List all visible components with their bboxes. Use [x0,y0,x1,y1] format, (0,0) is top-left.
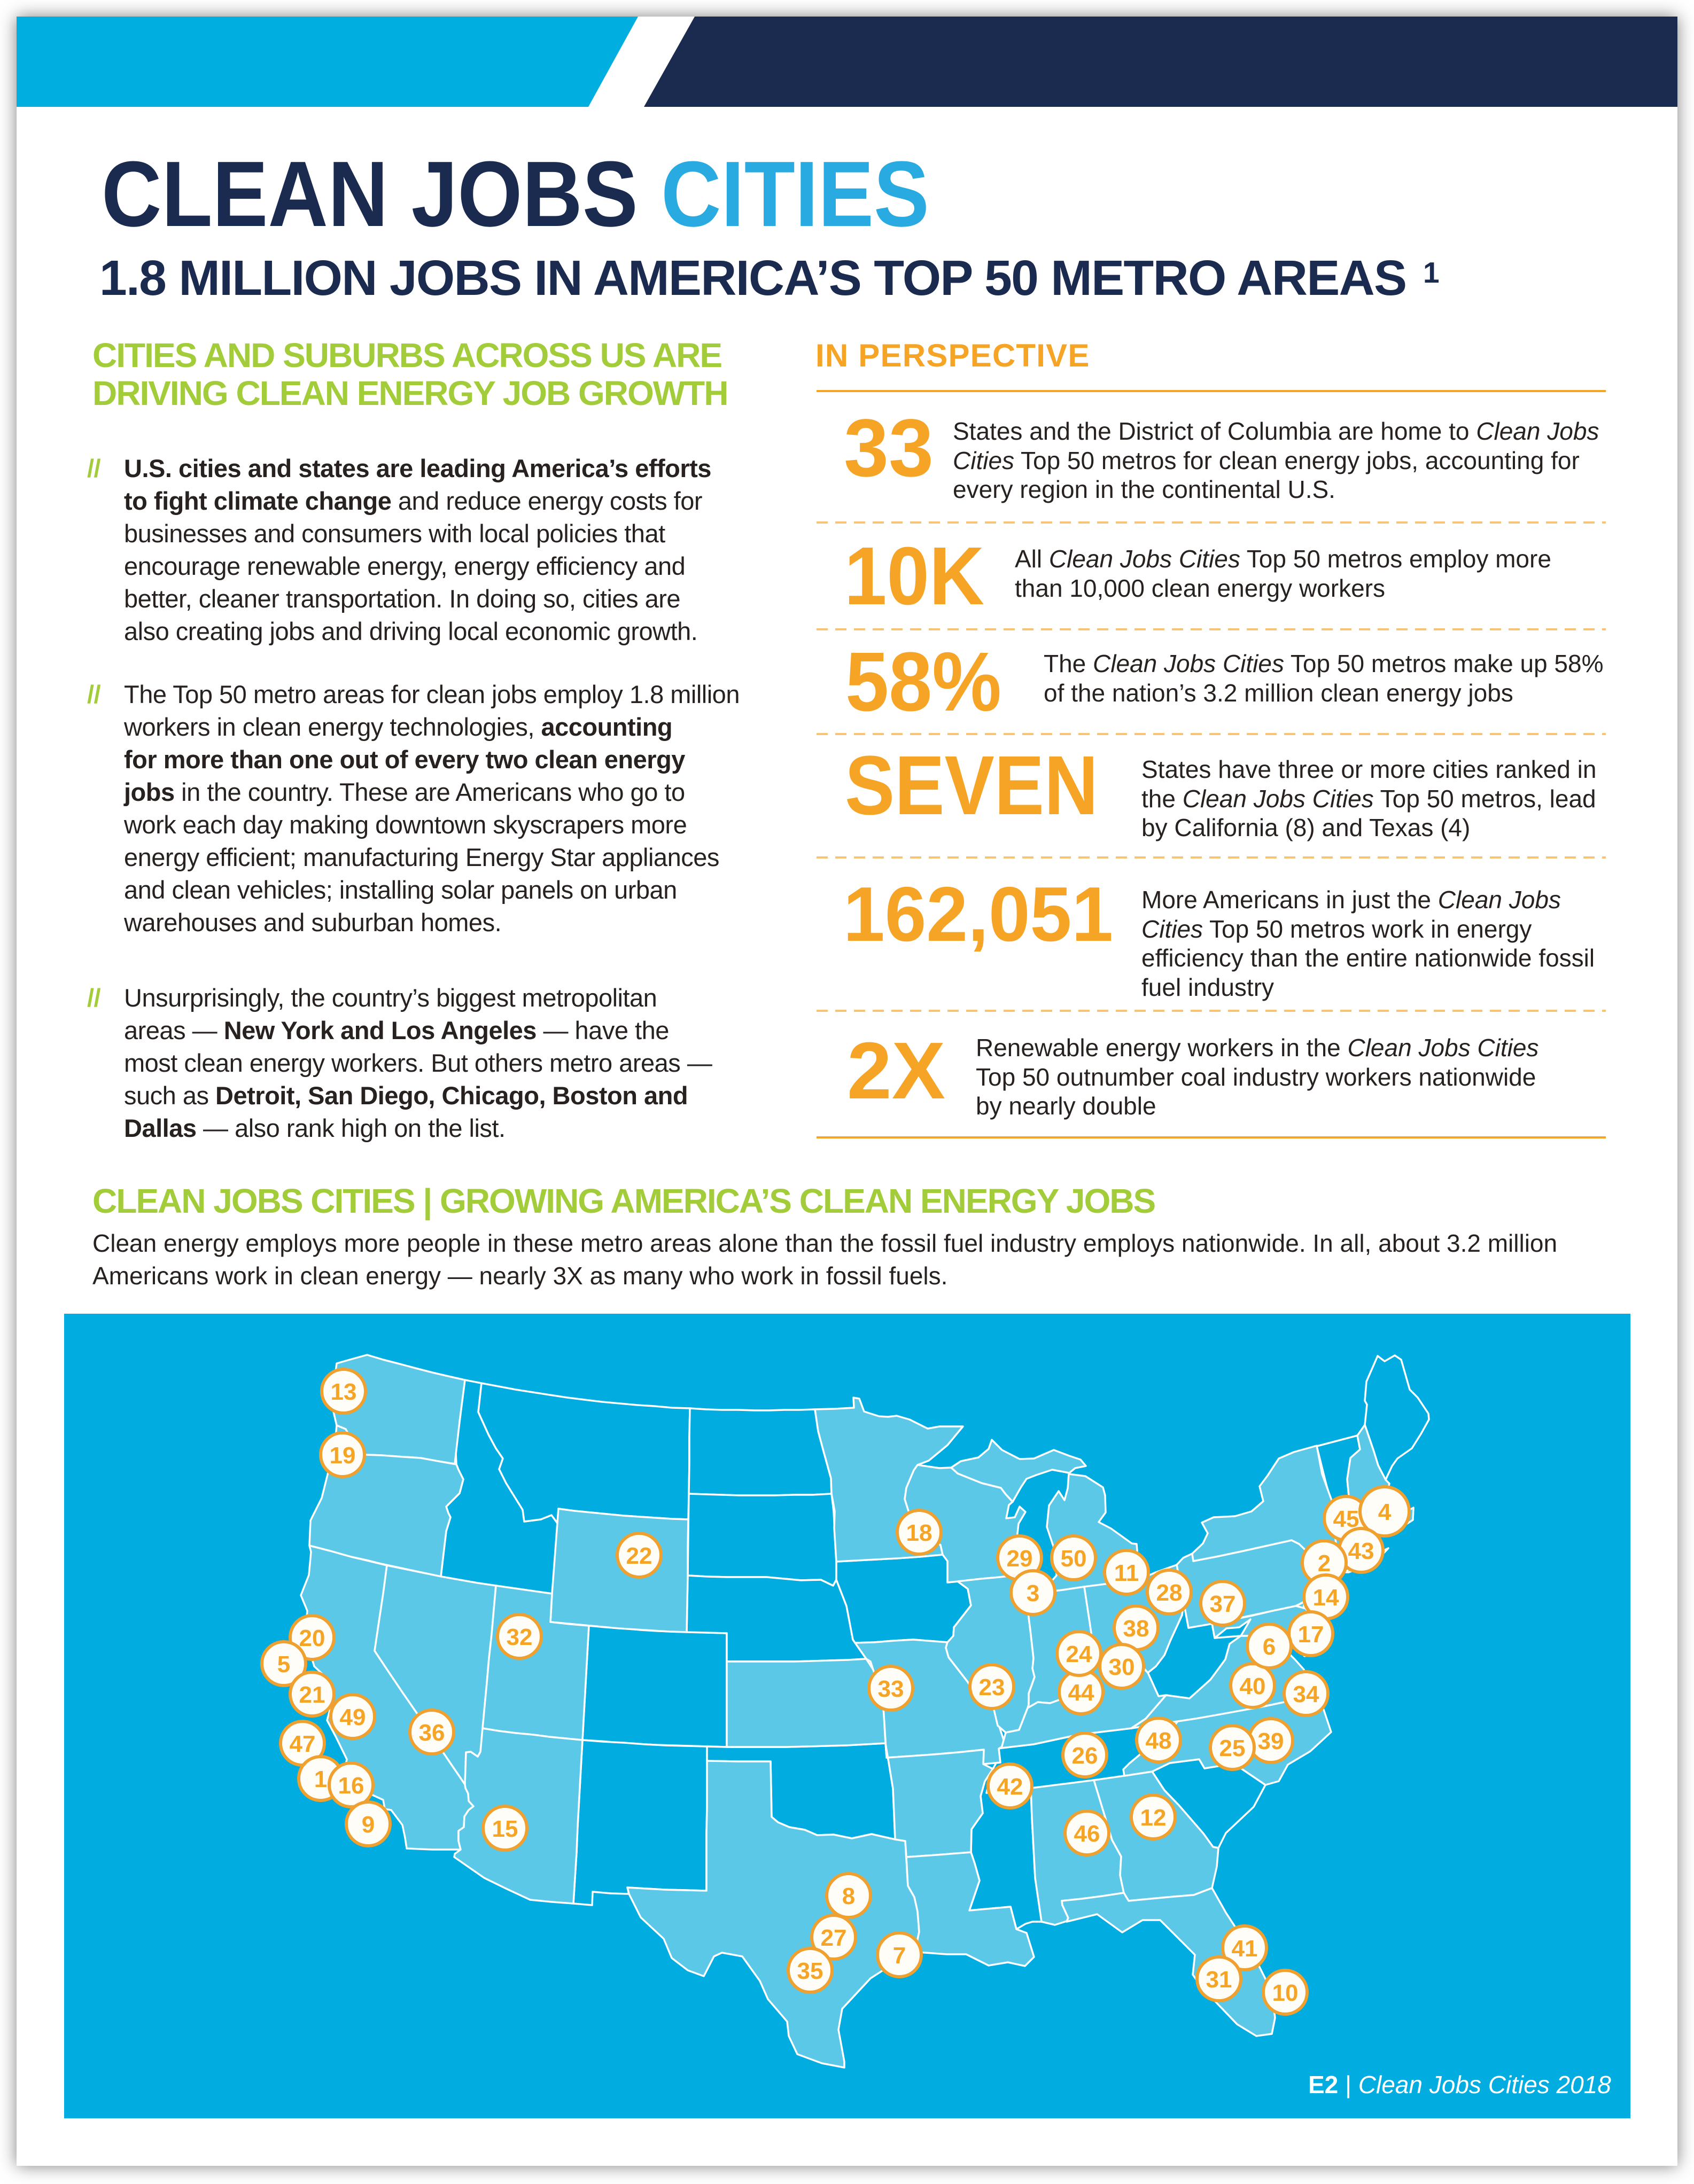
svg-text:41: 41 [1232,1936,1258,1962]
svg-text:47: 47 [290,1731,316,1757]
svg-text:8: 8 [842,1883,855,1909]
svg-text:32: 32 [507,1624,533,1650]
svg-text:18: 18 [906,1520,933,1546]
svg-text:38: 38 [1123,1616,1149,1642]
svg-text:13: 13 [331,1379,357,1405]
svg-text:29: 29 [1007,1546,1033,1572]
svg-text:24: 24 [1066,1641,1092,1667]
svg-text:12: 12 [1140,1805,1167,1831]
svg-text:16: 16 [338,1773,364,1799]
svg-text:6: 6 [1263,1634,1276,1660]
svg-text:5: 5 [277,1651,290,1678]
svg-text:46: 46 [1074,1821,1100,1847]
svg-text:3: 3 [1027,1580,1039,1606]
svg-text:20: 20 [299,1625,325,1651]
svg-text:SEVEN: SEVEN [845,739,1098,825]
svg-text:2: 2 [1318,1550,1331,1577]
svg-text:E2 | Clean Jobs Cities 2018: E2 | Clean Jobs Cities 2018 [1308,2071,1611,2099]
svg-text:42: 42 [997,1774,1023,1800]
svg-text:36: 36 [419,1720,445,1746]
svg-text:17: 17 [1298,1621,1324,1648]
svg-text:28: 28 [1156,1580,1183,1606]
svg-text:11: 11 [1114,1560,1139,1586]
svg-text:43: 43 [1348,1538,1374,1564]
svg-text:34: 34 [1293,1681,1319,1707]
svg-text:58%: 58% [845,636,1001,721]
svg-text:162,051: 162,051 [843,871,1113,951]
svg-text:33: 33 [844,402,934,487]
svg-text:33: 33 [878,1676,904,1702]
svg-text:1: 1 [314,1766,327,1792]
svg-text:39: 39 [1258,1728,1284,1754]
svg-text:25: 25 [1219,1735,1246,1761]
svg-text:14: 14 [1313,1585,1339,1611]
svg-text:23: 23 [979,1674,1005,1701]
svg-text:40: 40 [1240,1673,1266,1699]
svg-text:37: 37 [1210,1591,1236,1617]
svg-text:7: 7 [893,1943,906,1969]
svg-text:19: 19 [330,1442,356,1469]
svg-text:50: 50 [1061,1546,1087,1572]
svg-text:48: 48 [1146,1728,1172,1754]
svg-text:4: 4 [1378,1499,1392,1525]
svg-text:35: 35 [797,1958,823,1984]
svg-text:49: 49 [340,1704,366,1730]
svg-text:31: 31 [1206,1967,1232,1993]
svg-text:26: 26 [1072,1743,1098,1769]
svg-text:15: 15 [492,1816,518,1842]
svg-text:44: 44 [1068,1680,1094,1706]
svg-text:22: 22 [626,1543,652,1569]
svg-text:2X: 2X [847,1025,945,1109]
svg-text:10: 10 [1272,1980,1299,2006]
svg-text:10K: 10K [844,530,984,615]
svg-text:9: 9 [362,1812,375,1838]
svg-text:30: 30 [1109,1654,1135,1680]
svg-text:27: 27 [821,1925,847,1951]
svg-text:21: 21 [299,1682,325,1708]
